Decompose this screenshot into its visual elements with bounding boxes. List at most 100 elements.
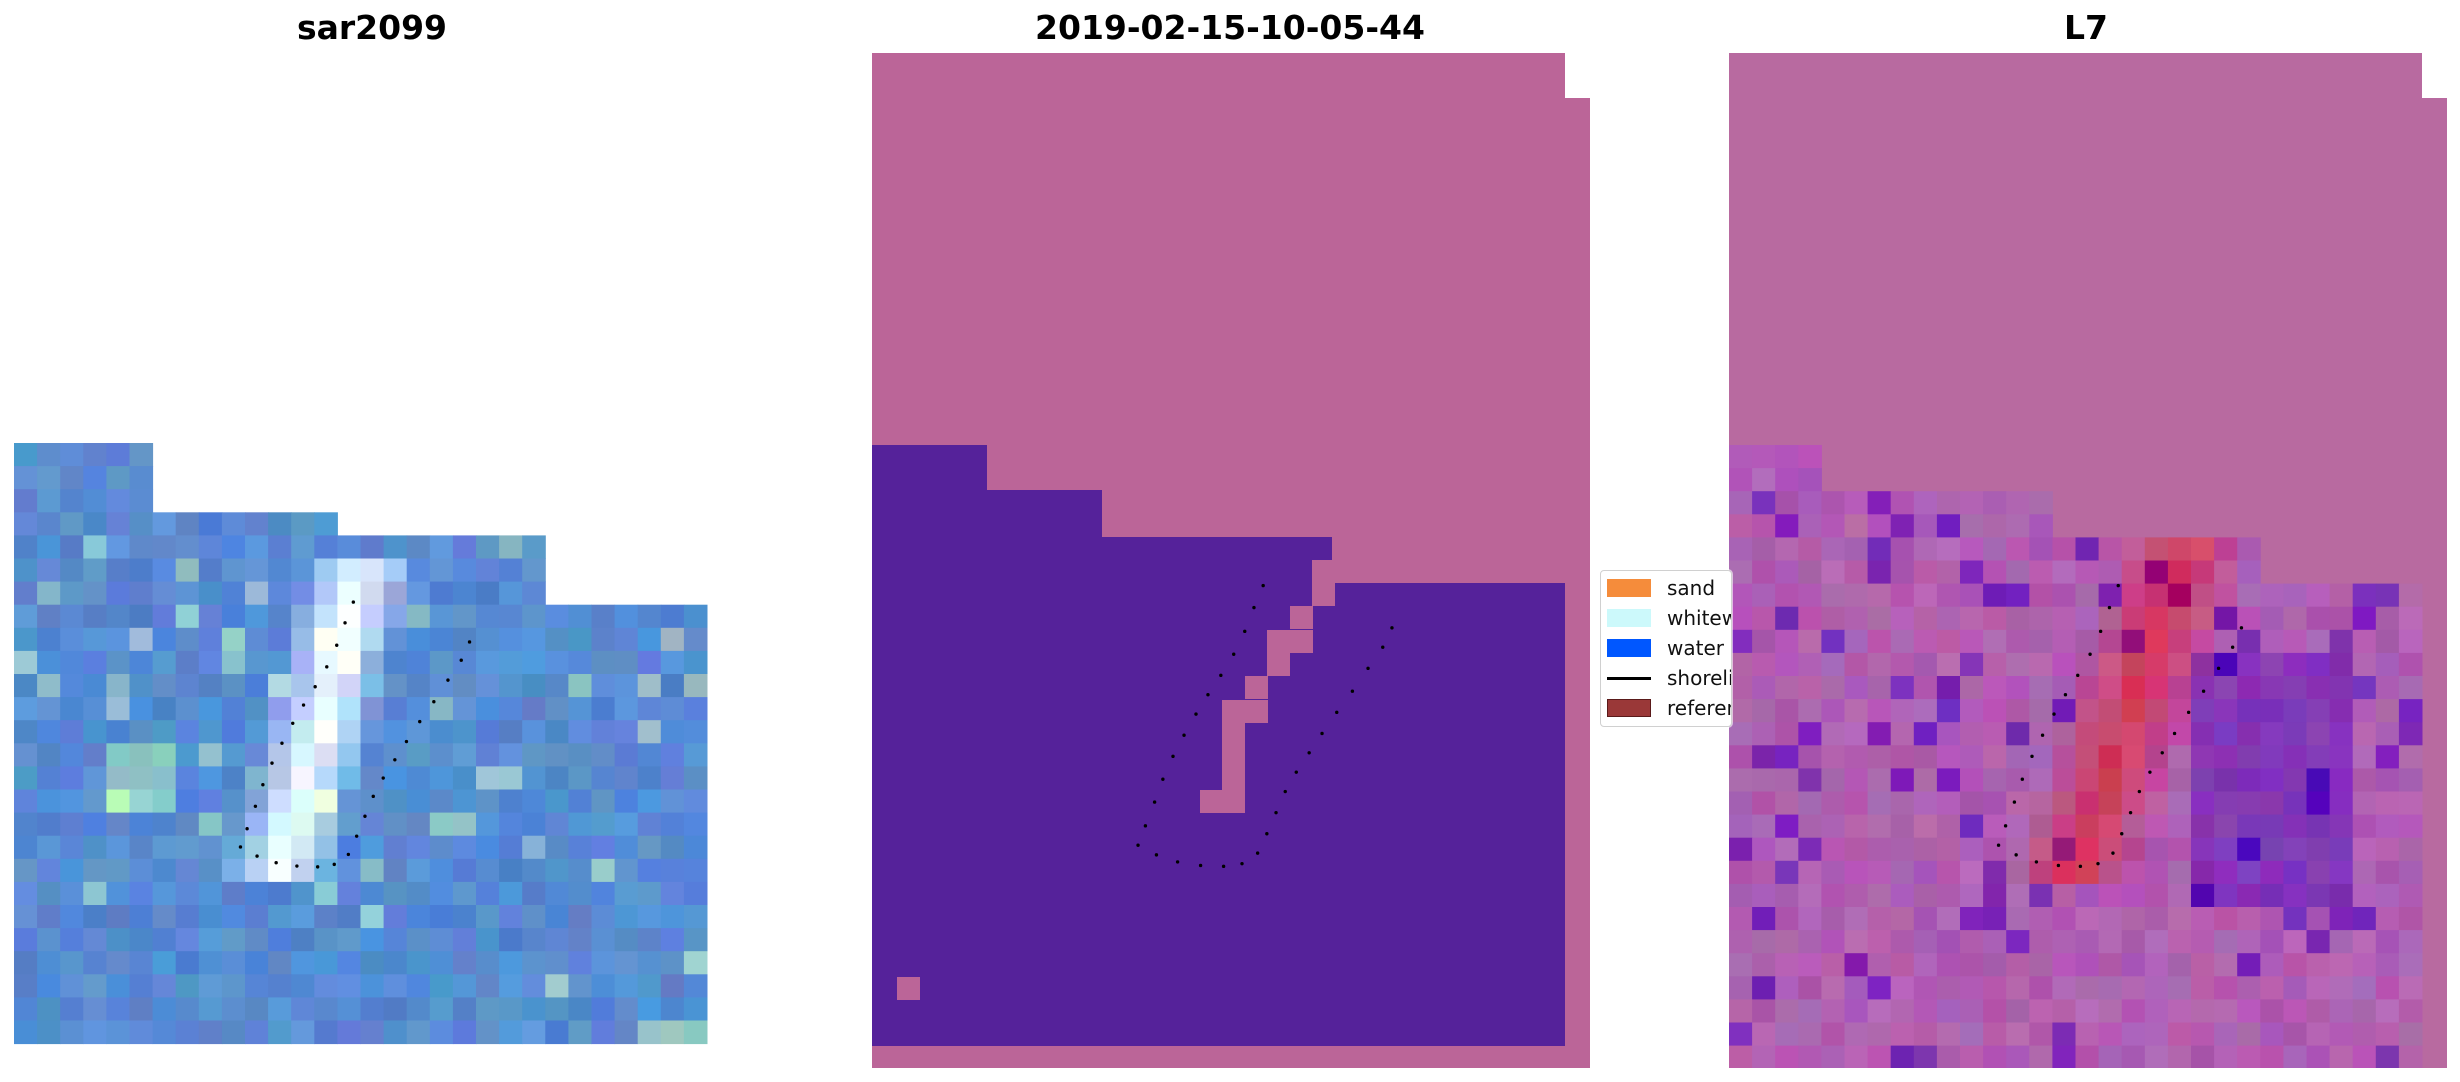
l7-pixel (2167, 791, 2192, 816)
sar-pixel (429, 974, 454, 998)
l7-pixel (2144, 629, 2169, 654)
l7-pixel (2006, 791, 2030, 816)
sar-pixel (660, 743, 685, 767)
sar-pixel (83, 789, 107, 814)
l7-pixel (1752, 560, 1776, 585)
sar-pixel (637, 812, 662, 837)
sar-pixel (198, 1020, 223, 1045)
l7-pixel (2237, 537, 2261, 561)
l7-pixel (2006, 768, 2030, 792)
sar-pixel (476, 881, 500, 906)
sar-pixel (221, 858, 246, 883)
shoreline-dot (2111, 851, 2115, 855)
sar-pixel (291, 881, 315, 906)
l7-pixel (2237, 999, 2261, 1023)
sar-pixel (268, 627, 292, 652)
l7-pixel (1936, 514, 1961, 538)
sar-pixel (499, 604, 523, 629)
sar-pixel (637, 674, 662, 698)
l7-pixel (1844, 560, 1869, 585)
l7-pixel (2260, 583, 2284, 608)
sar-pixel (452, 789, 477, 814)
sar-pixel (291, 697, 315, 721)
l7-pixel (2075, 907, 2100, 931)
sar-pixel (429, 997, 454, 1021)
sar-pixel (268, 905, 292, 929)
sar-pixel (129, 674, 154, 698)
l7-pixel (2075, 722, 2100, 746)
sar-pixel (152, 812, 177, 837)
l7-pixel (2214, 1022, 2238, 1047)
l7-pixel (1775, 999, 1799, 1023)
l7-pixel (1844, 537, 1869, 561)
l7-pixel (1890, 791, 1915, 816)
l7-pixel (1729, 745, 1753, 769)
sar-pixel (37, 743, 61, 767)
l7-pixel (2029, 1045, 2053, 1068)
sar-pixel (60, 720, 84, 744)
sar-pixel (683, 951, 708, 975)
sar-pixel (106, 858, 130, 883)
sar-pixel (37, 443, 61, 467)
sar-pixel (683, 881, 708, 906)
sar-pixel (545, 789, 569, 814)
sar-pixel (683, 789, 708, 814)
sar-pixel (568, 835, 592, 860)
l7-pixel (2237, 814, 2261, 839)
sar-pixel (14, 743, 38, 767)
sar-pixel (37, 627, 61, 652)
l7-pixel (2029, 514, 2053, 538)
l7-pixel (2375, 837, 2400, 862)
legend-item-water: water (1607, 636, 1724, 660)
l7-pixel (2283, 1045, 2307, 1068)
l7-pixel (1867, 699, 1892, 723)
l7-pixel (2144, 791, 2169, 816)
sar-pixel (683, 858, 708, 883)
sar-pixel (383, 812, 408, 837)
sar-pixel (129, 627, 154, 652)
sar-pixel (383, 604, 408, 629)
l7-pixel (1867, 837, 1892, 862)
l7-pixel (2260, 883, 2284, 908)
l7-pixel (2144, 883, 2169, 908)
l7-pixel (1960, 722, 1984, 746)
l7-pixel (1729, 999, 1753, 1023)
sar-pixel (106, 789, 130, 814)
l7-pixel (2306, 768, 2331, 792)
sar-pixel (383, 928, 408, 952)
l7-pixel (2029, 537, 2053, 561)
sar-pixel (591, 743, 616, 767)
sar-pixel (637, 951, 662, 975)
l7-pixel (2052, 629, 2076, 654)
l7-pixel (2167, 583, 2192, 608)
sar-pixel (37, 951, 61, 975)
sar-pixel (221, 743, 246, 767)
sar-pixel (129, 1020, 154, 1045)
sar-pixel (291, 997, 315, 1021)
sar-pixel (406, 743, 431, 767)
sar-pixel (175, 674, 200, 698)
l7-pixel (1729, 583, 1753, 608)
classified-shoreline (1136, 583, 1394, 869)
l7-pixel (1752, 930, 1776, 954)
sar-pixel (83, 466, 107, 490)
sar-pixel (568, 905, 592, 929)
shoreline-dot (1219, 673, 1223, 678)
l7-pixel (2260, 629, 2284, 654)
l7-pixel (2283, 837, 2307, 862)
sar-pixel (129, 535, 154, 559)
l7-pixel (2052, 883, 2076, 908)
sar-pixel (406, 535, 431, 559)
shoreline-dot (2056, 863, 2061, 868)
l7-pixel (1775, 791, 1799, 816)
l7-pixel (1983, 768, 2007, 792)
sar-pixel (337, 835, 361, 860)
sar-pixel (268, 928, 292, 952)
sar-pixel (83, 650, 107, 675)
sar-pixel (291, 1020, 315, 1045)
l7-pixel (1867, 768, 1892, 792)
sar-pixel (406, 858, 431, 883)
water-region (872, 445, 987, 1046)
shoreline-dot (1198, 863, 1203, 868)
